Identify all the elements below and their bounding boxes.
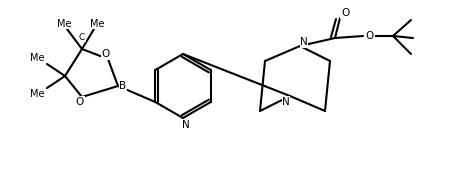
Text: N: N	[282, 97, 290, 107]
Text: N: N	[300, 37, 308, 47]
Text: Me: Me	[57, 19, 71, 29]
Text: Me: Me	[30, 53, 44, 63]
Text: B: B	[119, 81, 127, 91]
Text: O: O	[76, 97, 84, 107]
Text: C: C	[79, 33, 85, 42]
Text: Me: Me	[30, 89, 44, 99]
Text: O: O	[341, 8, 349, 18]
Text: O: O	[366, 31, 374, 41]
Text: Me: Me	[90, 19, 104, 29]
Text: O: O	[102, 49, 110, 59]
Text: N: N	[182, 120, 190, 130]
